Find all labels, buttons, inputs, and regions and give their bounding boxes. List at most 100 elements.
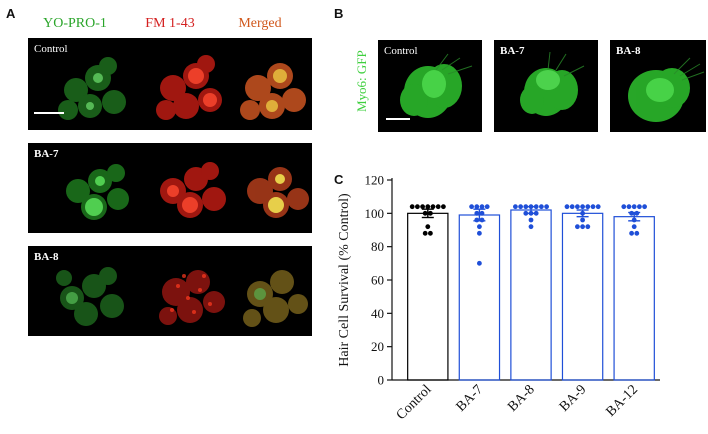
point-BA-9-100-0 [580, 210, 585, 216]
point-BA-7-104-2 [479, 204, 485, 210]
micro-a-row3: BA-8 [28, 246, 312, 336]
chart-labels: Control BA-7 BA-8 BA-9 BA-12 [394, 382, 641, 423]
micro-b-ba7: BA-7 [494, 40, 598, 132]
point-Control-100-1 [428, 210, 433, 216]
point-BA-12-100-1 [634, 210, 640, 216]
x-tick-label-BA-7: BA-7 [454, 382, 487, 415]
point-BA-12-88-1 [634, 230, 640, 236]
point-BA-9-92-0 [575, 224, 580, 230]
survival-chart: Hair Cell Survival (% Control) 0 20 40 60 80… [337, 173, 660, 423]
point-BA-7-104-1 [474, 204, 480, 210]
micro-a-row1-image [58, 55, 306, 120]
point-BA-7-104-0 [469, 204, 474, 210]
y-tick-label-60: 60 [371, 273, 384, 288]
b-label-ba7: BA-7 [500, 45, 525, 57]
y-tick-label-100: 100 [365, 206, 385, 221]
bar-BA-8 [510, 209, 552, 381]
x-tick-label-Control: Control [394, 382, 435, 423]
chart-points [409, 204, 647, 266]
point-BA-8-104-4 [533, 204, 539, 210]
point-BA-9-92-2 [585, 224, 591, 230]
chart-bars [407, 205, 655, 381]
point-BA-8-100-2 [533, 210, 539, 216]
bar-BA-9 [561, 212, 604, 381]
point-BA-8-104-3 [528, 204, 534, 210]
point-BA-12-104-0 [621, 204, 627, 210]
micro-a-row3-image [56, 267, 308, 327]
point-BA-8-104-2 [523, 204, 529, 210]
chart-axes: 0 20 40 60 80 100 120 [365, 173, 660, 388]
x-tick-label-BA-8: BA-8 [505, 382, 538, 415]
yopro-title: YO-PRO-1 [43, 16, 107, 31]
row-label-ba7: BA-7 [34, 148, 59, 160]
point-BA-7-100-0 [474, 210, 480, 216]
point-BA-8-104-6 [544, 204, 549, 210]
point-BA-7-96-0 [474, 217, 480, 223]
row-label-ba8: BA-8 [34, 251, 59, 263]
point-BA-12-104-4 [642, 204, 647, 210]
y-axis-label: Hair Cell Survival (% Control) [337, 193, 352, 367]
bar-BA-7 [458, 214, 501, 381]
point-BA-12-104-3 [637, 204, 642, 210]
x-tick-label-BA-12: BA-12 [603, 382, 641, 420]
point-Control-104-3 [425, 204, 431, 210]
point-BA-8-96-0 [528, 217, 534, 223]
micro-b-control: Control [378, 40, 482, 132]
x-tick-label-BA-9: BA-9 [557, 382, 590, 415]
scale-bar-a [34, 112, 64, 114]
micro-b-ba8: BA-8 [610, 40, 706, 132]
point-BA-8-92-0 [528, 224, 534, 230]
micro-a-row2: BA-7 [28, 143, 312, 233]
point-BA-7-70-0 [477, 260, 482, 266]
point-Control-88-1 [428, 230, 433, 236]
micro-b-ba7-image [520, 51, 585, 116]
point-BA-9-104-6 [595, 204, 601, 210]
point-Control-88-0 [422, 230, 428, 236]
point-BA-9-104-0 [564, 204, 570, 210]
point-BA-9-92-1 [580, 224, 585, 230]
panel-b-letter: B [334, 6, 344, 21]
point-BA-9-104-3 [580, 204, 585, 210]
point-BA-12-104-1 [626, 204, 632, 210]
point-BA-7-88-0 [477, 230, 482, 236]
point-BA-9-104-4 [585, 204, 591, 210]
y-tick-label-0: 0 [378, 373, 385, 388]
point-BA-12-92-0 [631, 224, 637, 230]
bar-BA-12 [613, 216, 655, 381]
point-Control-104-4 [430, 204, 436, 210]
scale-bar-b [386, 118, 410, 120]
micro-b-ba8-image [628, 57, 705, 122]
point-Control-104-5 [435, 204, 441, 210]
point-Control-92-0 [425, 224, 431, 230]
point-BA-8-100-0 [523, 210, 529, 216]
point-BA-12-104-2 [631, 204, 637, 210]
point-Control-100-0 [422, 210, 428, 216]
point-BA-7-104-3 [484, 204, 490, 210]
point-BA-9-104-5 [590, 204, 596, 210]
point-BA-7-92-0 [477, 224, 482, 230]
point-BA-8-104-0 [513, 204, 518, 210]
point-Control-104-1 [415, 204, 420, 210]
point-BA-9-96-0 [580, 217, 585, 223]
point-Control-104-0 [409, 204, 415, 210]
fm143-title: FM 1-43 [145, 16, 195, 31]
point-BA-12-96-0 [631, 217, 637, 223]
y-tick-label-80: 80 [371, 239, 384, 254]
point-BA-8-104-5 [539, 204, 544, 210]
micro-a-row1: Control [28, 38, 312, 130]
b-label-ba8: BA-8 [616, 45, 641, 57]
y-tick-label-40: 40 [371, 306, 384, 321]
micro-b-control-image [400, 53, 473, 118]
point-BA-7-100-1 [479, 210, 485, 216]
myo6-stain-label: Myo6: GFP [354, 50, 369, 112]
point-BA-8-100-1 [528, 210, 534, 216]
b-label-control: Control [384, 45, 418, 57]
point-BA-8-104-1 [518, 204, 523, 210]
micro-a-row2-image [66, 162, 309, 220]
point-BA-7-96-1 [479, 217, 485, 223]
point-Control-104-2 [420, 204, 425, 210]
panel-c-letter: C [334, 172, 344, 187]
merged-title: Merged [238, 16, 282, 31]
point-BA-12-88-0 [629, 230, 634, 236]
panel-a-letter: A [6, 6, 16, 21]
